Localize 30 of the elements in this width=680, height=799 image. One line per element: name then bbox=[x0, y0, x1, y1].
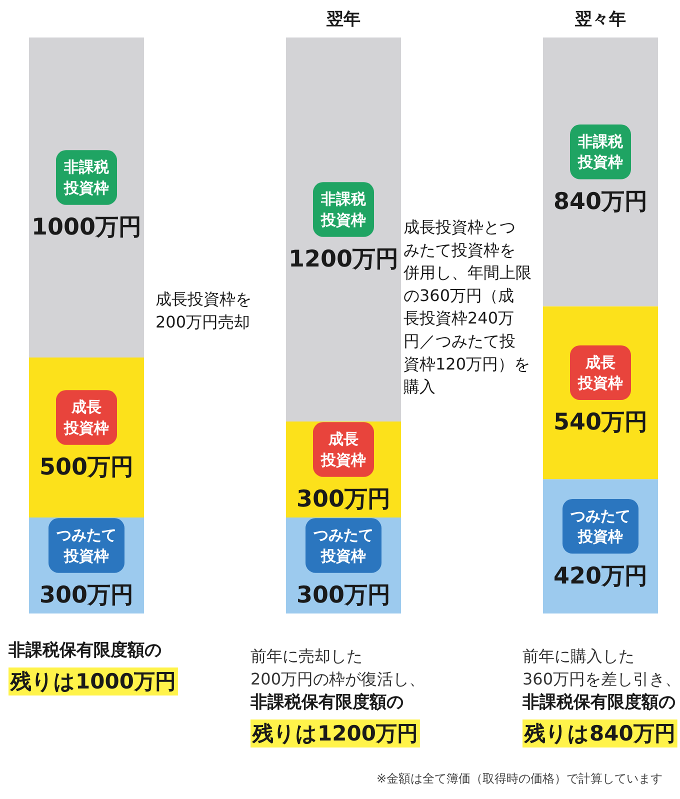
annotation: 成長投資枠を200万円売却 bbox=[156, 290, 252, 332]
text: 非課税保有限度額の残りは1200万円 bbox=[250, 692, 418, 746]
text: 非課税投資枠 bbox=[578, 132, 623, 172]
text: つみたて投資枠 bbox=[570, 506, 630, 546]
series-label: 成長投資枠 bbox=[320, 430, 366, 469]
x-tick-label: 翌々年 bbox=[574, 10, 626, 30]
bar bbox=[543, 38, 658, 306]
series-label: 非課税投資枠 bbox=[63, 158, 110, 197]
data-label: 300万円 bbox=[39, 582, 134, 608]
data-label: 1000万円 bbox=[31, 214, 142, 240]
text: 前年に売却した200万円の枠が復活し、 bbox=[250, 646, 426, 688]
text: ※金額は全て簿価（取得時の価格）で計算しています bbox=[376, 772, 663, 786]
text: つみたて投資枠 bbox=[314, 526, 374, 565]
data-label: 300万円 bbox=[296, 486, 391, 512]
text: 成長投資枠 bbox=[64, 398, 109, 437]
text: 非課税投資枠 bbox=[321, 190, 366, 229]
data-label: 500万円 bbox=[39, 454, 134, 480]
text: 非課税保有限度額の残りは840万円 bbox=[522, 692, 676, 746]
data-label: 540万円 bbox=[553, 410, 648, 436]
data-label: 420万円 bbox=[553, 563, 648, 590]
series-label: つみたて投資枠 bbox=[56, 526, 116, 565]
text: 成長投資枠 bbox=[578, 353, 623, 392]
data-label: 1200万円 bbox=[288, 246, 399, 272]
annotation: 成長投資枠とつみたて投資枠を併用し、年間上限の360万円（成長投資枠240万円／つみたて投資枠120万円）を購入 bbox=[402, 218, 532, 396]
data-label: 300万円 bbox=[296, 582, 391, 608]
text: 非課税保有限度額の残りは1000万円 bbox=[8, 640, 176, 694]
text: 前年に購入した360万円を差し引き、 bbox=[522, 646, 680, 688]
x-tick-label: 翌年 bbox=[326, 10, 360, 30]
data-label: 840万円 bbox=[553, 188, 648, 215]
bar bbox=[29, 38, 144, 358]
